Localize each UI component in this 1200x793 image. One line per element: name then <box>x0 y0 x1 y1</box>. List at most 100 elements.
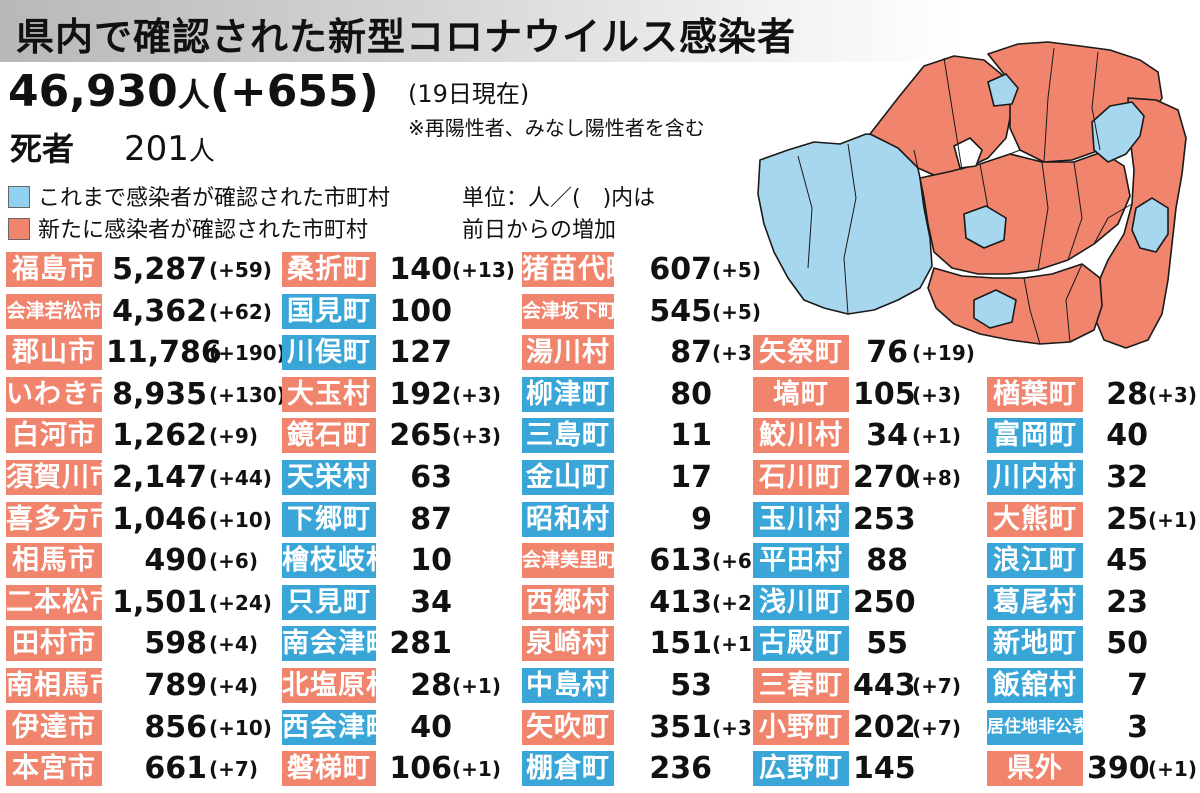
municipality-name: 葛尾村 <box>987 584 1083 620</box>
map-central <box>919 151 1131 275</box>
daily-increase: (+6) <box>712 549 761 574</box>
case-count: 253 <box>853 501 916 537</box>
total-unit: 人 <box>177 76 210 114</box>
case-count: 25 <box>1106 501 1148 537</box>
case-count: 28 <box>410 668 452 703</box>
municipality-name: 矢吹町 <box>522 709 614 745</box>
daily-increase: (+8) <box>912 466 961 490</box>
case-count: 76 <box>866 335 908 371</box>
municipality-name: 西郷村 <box>522 584 614 620</box>
municipality-name: 天栄村 <box>282 460 376 495</box>
case-count: 105 <box>853 376 916 412</box>
municipality-name: 大熊町 <box>987 501 1083 537</box>
fukushima-map <box>757 41 1187 349</box>
map-aizu-region <box>757 133 933 315</box>
municipality-name: 桑折町 <box>282 252 376 287</box>
daily-increase: (+3) <box>1148 382 1197 407</box>
deaths-label: 死者 <box>10 130 75 168</box>
case-count: 23 <box>1106 584 1148 620</box>
map-blue-north <box>987 73 1019 107</box>
case-count: 270 <box>853 460 916 495</box>
case-count: 28 <box>1106 376 1148 412</box>
municipality-name: 北塩原村 <box>282 668 376 703</box>
daily-increase: (+1) <box>452 674 501 698</box>
as-of-date: (19日現在) <box>408 80 530 108</box>
daily-increase: (+13) <box>452 258 515 282</box>
case-count: 106 <box>389 751 452 787</box>
municipality-name: 浪江町 <box>987 543 1083 579</box>
case-count: 413 <box>649 584 712 620</box>
case-count: 236 <box>649 751 712 787</box>
daily-increase: (+3) <box>452 382 501 407</box>
case-count: 151 <box>649 626 712 662</box>
municipality-name: 田村市 <box>6 626 102 662</box>
daily-increase: (+3) <box>452 424 501 449</box>
daily-increase: (+9) <box>209 424 258 449</box>
municipality-name: 喜多方市 <box>6 501 102 537</box>
case-count: 3 <box>1127 709 1148 745</box>
municipality-name: 富岡町 <box>987 418 1083 454</box>
daily-increase: (+7) <box>209 757 258 782</box>
municipality-name: 伊達市 <box>6 709 102 745</box>
case-count: 11 <box>670 418 712 454</box>
municipality-name: 楢葉町 <box>987 376 1083 412</box>
municipality-name: 中島村 <box>522 668 614 703</box>
unit-note-line2: 前日からの増加 <box>462 218 617 243</box>
case-count: 127 <box>389 335 452 371</box>
case-count: 53 <box>670 668 712 703</box>
case-count: 598 <box>144 626 207 662</box>
total-value: 46,930 <box>8 66 178 117</box>
municipality-name: 棚倉町 <box>522 751 614 787</box>
daily-increase: (+3) <box>712 715 761 740</box>
daily-increase: (+130) <box>209 382 286 407</box>
page-title: 県内で確認された新型コロナウイルス感染者 <box>16 15 797 59</box>
map-blue-east <box>1091 101 1145 163</box>
case-count: 4,362 <box>112 293 207 329</box>
daily-increase: (+3) <box>712 341 761 366</box>
municipality-name: 川俣町 <box>282 335 376 371</box>
municipality-name: 平田村 <box>753 543 849 579</box>
daily-increase: (+24) <box>209 590 272 615</box>
daily-increase: (+4) <box>209 632 258 657</box>
map-blue-central <box>963 205 1007 249</box>
case-count: 856 <box>144 709 207 745</box>
total-increase: (+655) <box>209 66 379 117</box>
case-count: 789 <box>144 668 207 703</box>
municipality-name: 県外 <box>987 751 1083 787</box>
municipality-name: 下郷町 <box>282 501 376 537</box>
total-cases: 46,930人(+655) <box>8 66 379 121</box>
municipality-name: 塙町 <box>753 376 849 412</box>
municipality-name: 広野町 <box>753 751 849 787</box>
municipality-name: いわき市 <box>6 376 102 412</box>
case-count: 87 <box>670 335 712 371</box>
case-count: 87 <box>410 501 452 537</box>
municipality-name: 三島町 <box>522 418 614 454</box>
map-blue-coast <box>1131 197 1169 253</box>
case-count: 1,262 <box>112 418 207 454</box>
map-white-area <box>953 137 983 169</box>
municipality-name: 郡山市 <box>6 335 102 371</box>
municipality-name: 新地町 <box>987 626 1083 662</box>
daily-increase: (+59) <box>209 258 272 282</box>
municipality-name: 金山町 <box>522 460 614 495</box>
legend-existing: これまで感染者が確認された市町村 <box>8 180 390 212</box>
daily-increase: (+3) <box>912 382 961 407</box>
deaths: 死者 201人 <box>10 124 215 170</box>
municipality-name: 福島市 <box>6 252 102 287</box>
municipality-name: 白河市 <box>6 418 102 454</box>
municipality-name: 川内村 <box>987 460 1083 495</box>
daily-increase: (+44) <box>209 466 272 490</box>
municipality-name: 本宮市 <box>6 751 102 787</box>
case-count: 10 <box>410 543 452 579</box>
daily-increase: (+10) <box>209 715 272 740</box>
municipality-name: 磐梯町 <box>282 751 376 787</box>
municipality-name: 南相馬市 <box>6 668 102 703</box>
daily-increase: (+2) <box>712 590 761 615</box>
case-count: 32 <box>1106 460 1148 495</box>
municipality-name: 飯舘村 <box>987 668 1083 703</box>
case-count: 265 <box>389 418 452 454</box>
inclusion-note: ※再陽性者、みなし陽性者を含む <box>408 116 705 140</box>
case-count: 443 <box>853 668 916 703</box>
case-count: 202 <box>853 709 916 745</box>
municipality-name: 国見町 <box>282 293 376 329</box>
